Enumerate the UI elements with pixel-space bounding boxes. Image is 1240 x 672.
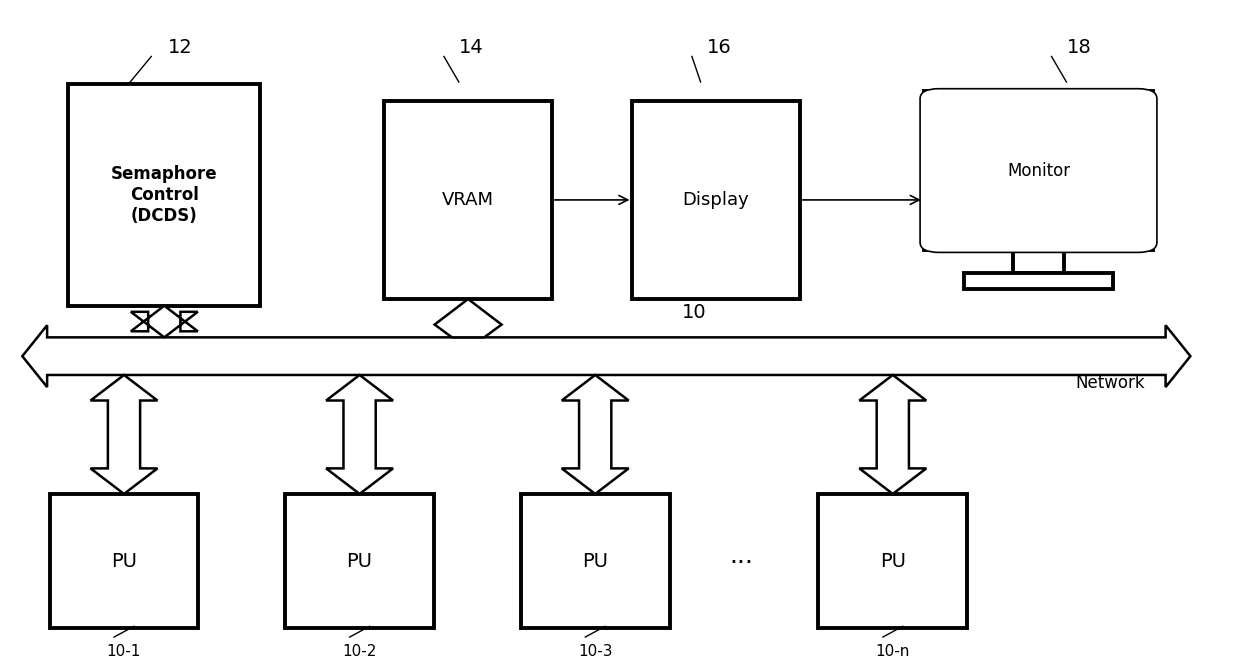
Text: PU: PU: [347, 552, 372, 571]
Polygon shape: [562, 375, 629, 494]
Bar: [963, 273, 1114, 289]
Bar: [1013, 251, 1064, 273]
Polygon shape: [91, 375, 157, 494]
Text: 10-2: 10-2: [342, 644, 377, 659]
Text: 10-n: 10-n: [875, 644, 910, 659]
Text: Display: Display: [683, 191, 749, 209]
Bar: [632, 101, 800, 299]
Bar: [818, 494, 967, 628]
Text: 18: 18: [1066, 38, 1091, 56]
Text: PU: PU: [880, 552, 905, 571]
Polygon shape: [859, 375, 926, 494]
Text: PU: PU: [112, 552, 136, 571]
Bar: [285, 494, 434, 628]
Text: 10: 10: [682, 303, 707, 322]
Polygon shape: [22, 325, 1190, 387]
Bar: [924, 91, 1153, 251]
Bar: [384, 101, 552, 299]
Text: ...: ...: [729, 544, 754, 569]
Text: 12: 12: [167, 38, 192, 56]
Text: 14: 14: [459, 38, 484, 56]
FancyBboxPatch shape: [920, 89, 1157, 253]
Bar: [50, 494, 198, 628]
Text: Monitor: Monitor: [1007, 161, 1070, 179]
Text: Network: Network: [1075, 374, 1145, 392]
Polygon shape: [326, 375, 393, 494]
Text: PU: PU: [583, 552, 608, 571]
Text: 16: 16: [707, 38, 732, 56]
Text: 10-1: 10-1: [107, 644, 141, 659]
Bar: [521, 494, 670, 628]
Text: 10-3: 10-3: [578, 644, 613, 659]
Polygon shape: [131, 306, 198, 337]
Text: VRAM: VRAM: [443, 191, 494, 209]
Polygon shape: [434, 299, 501, 337]
Text: Semaphore
Control
(DCDS): Semaphore Control (DCDS): [112, 165, 217, 224]
Bar: [68, 84, 260, 306]
